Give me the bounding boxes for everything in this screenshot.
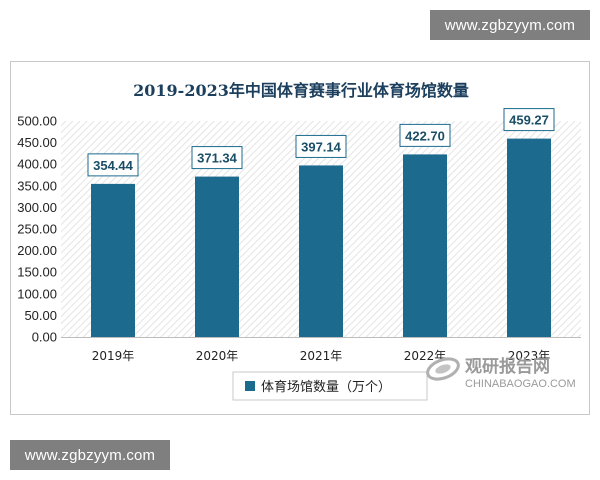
x-tick-label: 2023年 [508,349,551,363]
bar [195,176,239,337]
bar-series: 354.44 371.34 397.14 422.70 459.27 [87,108,555,337]
logo-swirl-icon [426,357,460,381]
y-axis: 0.00 50.00 100.00 150.00 200.00 250.00 300.00 3… [17,114,57,345]
y-tick-label: 350.00 [17,178,57,193]
x-tick-label: 2019年 [92,349,135,363]
watermark-top: www.zgbzyym.com [430,10,590,40]
y-tick-label: 200.00 [17,243,57,258]
data-label-box [399,123,451,147]
chinabaogao-logo: 观研报告网 CHINABAOGAO.COM [426,356,576,390]
y-tick-label: 400.00 [17,157,57,172]
data-label: 371.34 [197,151,238,166]
legend-label: 体育场馆数量（万个） [261,379,391,395]
data-label-box [295,134,347,158]
logo-text-en: CHINABAOGAO.COM [465,378,576,390]
bar-chart: 2019-2023年中国体育赛事行业体育场馆数量 0.00 50.00 100.00… [17,81,581,401]
bar [507,138,551,337]
legend: 体育场馆数量（万个） [232,371,428,401]
y-tick-label: 450.00 [17,135,57,150]
legend-swatch [245,381,255,391]
x-tick-label: 2020年 [196,349,239,363]
chart-title: 2019-2023年中国体育赛事行业体育场馆数量 [133,81,469,100]
logo-text-cn: 观研报告网 [464,356,550,377]
data-label: 397.14 [301,139,342,154]
y-tick-label: 100.00 [17,286,57,301]
x-tick-label: 2022年 [404,349,447,363]
data-label-box [191,146,243,170]
y-tick-label: 300.00 [17,200,57,215]
y-tick-label: 500.00 [17,114,57,129]
bar [299,165,343,337]
data-label-box [87,153,139,177]
data-label-box [503,108,555,132]
bar [403,154,447,337]
watermark-bottom: www.zgbzyym.com [10,440,170,470]
y-tick-label: 250.00 [17,222,57,237]
chart-frame: 2019-2023年中国体育赛事行业体育场馆数量 0.00 50.00 100.00… [10,61,590,415]
y-tick-label: 0.00 [32,330,57,345]
bar [91,183,135,337]
data-label: 459.27 [509,113,549,128]
x-tick-label: 2021年 [300,349,343,363]
data-label: 422.70 [405,128,445,143]
y-tick-label: 150.00 [17,265,57,280]
data-label: 354.44 [93,158,134,173]
legend-box [232,371,428,401]
y-tick-label: 50.00 [24,308,57,323]
x-axis: 2019年 2020年 2021年 2022年 2023年 [92,349,551,363]
